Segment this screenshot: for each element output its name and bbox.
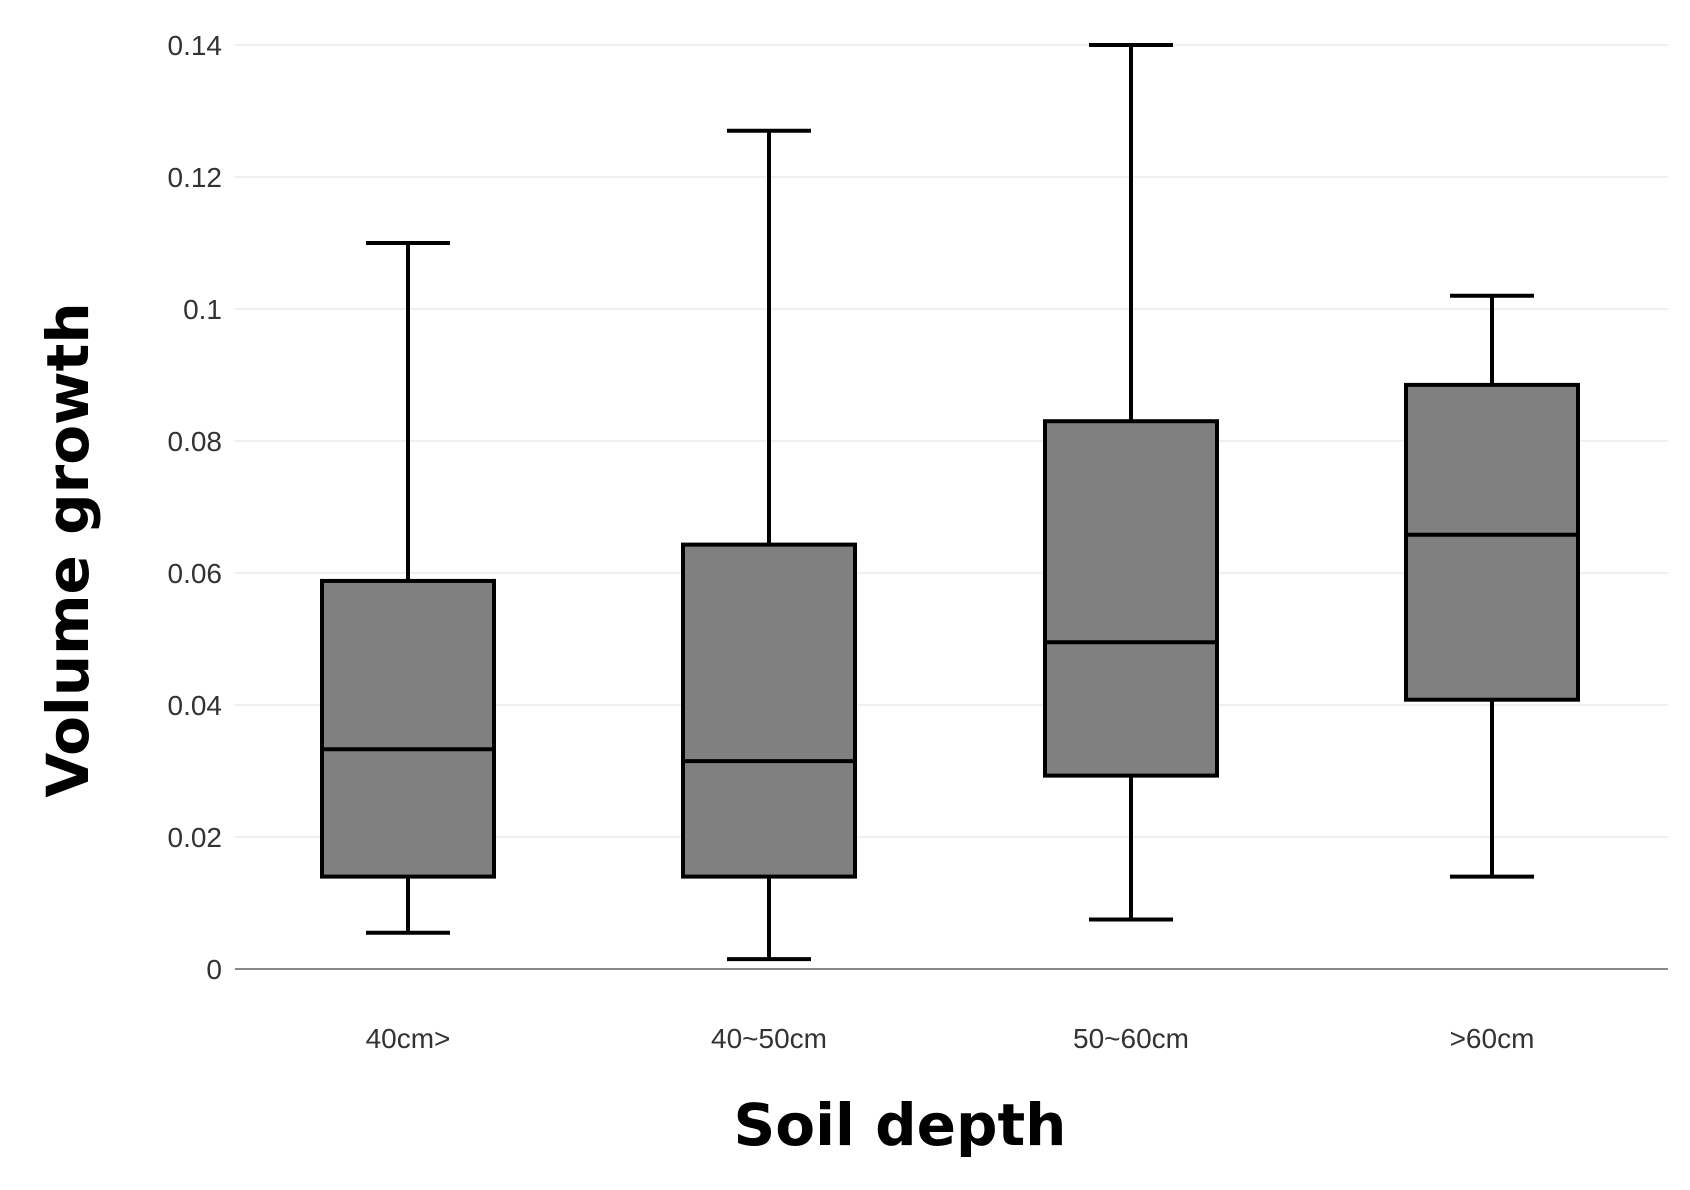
y-tick-label: 0.14 [168,30,223,61]
x-tick-label: 40~50cm [711,1023,827,1054]
box-group [1404,293,1580,879]
y-tick-label: 0.06 [168,558,223,589]
y-tick-labels: 0 0.02 0.04 0.06 0.08 0.1 0.12 0.14 [168,30,223,985]
x-tick-labels: 40cm> 40~50cm 50~60cm >60cm [366,1023,1535,1054]
iqr-box [1043,419,1219,778]
x-tick-label: >60cm [1450,1023,1535,1054]
y-tick-label: 0.1 [183,294,222,325]
boxes [320,43,1580,962]
iqr-box [1404,382,1580,702]
x-tick-label: 50~60cm [1073,1023,1189,1054]
box-group [681,128,857,962]
iqr-box [681,542,857,879]
box-group [320,241,496,935]
box-group [1043,43,1219,922]
y-tick-label: 0.02 [168,822,223,853]
iqr-box [320,578,496,879]
y-tick-label: 0 [206,954,222,985]
x-tick-label: 40cm> [366,1023,451,1054]
y-tick-label: 0.04 [168,690,223,721]
y-tick-label: 0.12 [168,162,223,193]
y-axis-title: Volume growth [34,302,102,797]
y-tick-label: 0.08 [168,426,223,457]
x-axis-title: Soil depth [734,1091,1067,1159]
